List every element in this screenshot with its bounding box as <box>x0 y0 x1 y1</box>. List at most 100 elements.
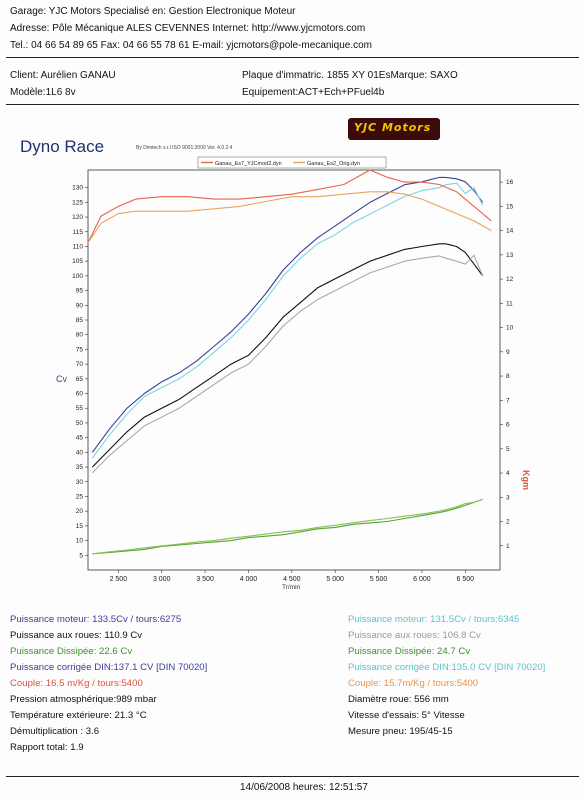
result-left-line: Puissance moteur: 133.5Cv / tours:6275 <box>10 614 182 625</box>
right-tick-label: 3 <box>506 494 510 501</box>
result-right-line: Vitesse d'essais: 5° Vitesse <box>348 710 465 721</box>
result-right-line: Puissance Dissipée: 24.7 Cv <box>348 646 471 657</box>
result-left-line: Puissance Dissipée: 22.6 Cv <box>10 646 133 657</box>
left-tick-label: 95 <box>76 288 84 295</box>
left-tick-label: 90 <box>76 302 84 309</box>
power-orig-line <box>91 182 484 459</box>
right-tick-label: 13 <box>506 252 514 259</box>
dissipated-orig-line <box>92 498 483 555</box>
model-field: Modèle:1L6 8v <box>10 87 76 98</box>
right-tick-label: 4 <box>506 470 510 477</box>
left-tick-label: 125 <box>72 199 83 206</box>
address-line: Adresse: Pôle Mécanique ALES CEVENNES In… <box>10 23 366 34</box>
power-mod-line <box>91 176 484 453</box>
right-tick-label: 8 <box>506 373 510 380</box>
x-tick-label: 4 000 <box>240 576 258 583</box>
result-left-line: Température extérieure: 21.3 °C <box>10 710 147 721</box>
left-tick-label: 80 <box>76 332 84 339</box>
legend-label-orig: Ganau_Es2_Orig.dyn <box>307 161 360 167</box>
x-tick-label: 5 000 <box>326 576 344 583</box>
left-tick-label: 20 <box>76 508 84 515</box>
left-tick-label: 70 <box>76 361 84 368</box>
left-tick-label: 120 <box>72 214 83 221</box>
x-axis-label: Tr/min <box>282 584 301 591</box>
left-tick-label: 35 <box>76 464 84 471</box>
right-tick-label: 16 <box>506 179 514 186</box>
result-left-line: Puissance corrigée DIN:137.1 CV [DIN 700… <box>10 662 208 673</box>
torque-mod-line <box>87 169 492 243</box>
right-tick-label: 9 <box>506 349 510 356</box>
dyno-title: Dyno Race <box>20 137 105 156</box>
x-tick-label: 6 000 <box>413 576 431 583</box>
left-tick-label: 50 <box>76 420 84 427</box>
logo-text: YJC Motors <box>354 121 432 134</box>
vehicle-divider <box>6 104 579 105</box>
result-right-line: Puissance corrigée DIN:135.0 CV [DIN 700… <box>348 662 546 673</box>
result-left-line: Puissance aux roues: 110.9 Cv <box>10 630 143 641</box>
x-tick-label: 2 500 <box>110 576 128 583</box>
result-right-line: Diamètre roue: 556 mm <box>348 694 449 705</box>
left-tick-label: 55 <box>76 405 84 412</box>
legend-box <box>197 156 387 169</box>
left-tick-label: 130 <box>72 185 83 192</box>
result-left-line: Rapport total: 1.9 <box>10 742 84 753</box>
left-tick-label: 5 <box>79 552 83 559</box>
right-tick-label: 11 <box>506 300 513 307</box>
x-tick-label: 6 500 <box>457 576 475 583</box>
left-tick-label: 115 <box>73 229 84 236</box>
wheel-power-mod-line <box>91 243 484 468</box>
right-tick-label: 14 <box>506 228 514 235</box>
x-axis-ticks: 2 500 3 000 3 500 4 000 4 500 5 000 5 500 6 000… <box>110 570 475 583</box>
software-version: By Dimtech s.r.l ISO 9001:2000 Ver. 4.0.… <box>136 145 233 151</box>
result-right-line: Mesure pneu: 195/45-15 <box>348 726 453 737</box>
y-axis-label-left: Cv <box>56 374 67 384</box>
left-tick-label: 100 <box>72 273 83 280</box>
left-tick-label: 75 <box>76 346 84 353</box>
plate-field: Plaque d'immatric. 1855 XY 01EsMarque: S… <box>242 70 458 81</box>
equipment-field: Equipement:ACT+Ech+PFuel4b <box>242 87 385 98</box>
left-tick-label: 105 <box>72 258 83 265</box>
client-field: Client: Aurélien GANAU <box>10 70 116 81</box>
left-tick-label: 60 <box>76 391 84 398</box>
right-tick-label: 12 <box>506 276 514 283</box>
result-left-line: Couple: 16.5 m/Kg / tours:5400 <box>10 678 143 689</box>
company-logo: YJC Motors <box>348 118 440 140</box>
left-tick-label: 45 <box>76 435 84 442</box>
result-right-line: Puissance aux roues: 106.8 Cv <box>348 630 481 641</box>
right-tick-label: 1 <box>506 543 510 550</box>
plot-frame <box>87 169 501 571</box>
left-axis-ticks: 5 10 15 20 25 30 35 40 45 50 55 60 65 70 75 80 85 90 95 100… <box>72 185 88 559</box>
left-tick-label: 15 <box>76 523 84 530</box>
left-tick-label: 30 <box>76 479 84 486</box>
x-tick-label: 5 500 <box>370 576 388 583</box>
legend-label-mod: Ganau_Es7_YJCmod2.dyn <box>215 161 282 167</box>
wheel-power-orig-line <box>91 254 484 474</box>
right-tick-label: 6 <box>506 422 510 429</box>
left-tick-label: 10 <box>76 538 84 545</box>
results-right: Puissance moteur: 131.5Cv / tours:6345 Pu… <box>348 614 545 742</box>
series-lines <box>87 169 492 555</box>
left-tick-label: 40 <box>76 449 84 456</box>
torque-orig-line <box>87 191 492 244</box>
header-divider <box>6 57 579 58</box>
right-tick-label: 7 <box>506 397 510 404</box>
contact-line: Tel.: 04 66 54 89 65 Fax: 04 66 55 78 61… <box>10 40 373 51</box>
y-axis-label-right: Kgm <box>521 470 531 490</box>
result-left-line: Pression atmosphérique:989 mbar <box>10 694 157 705</box>
left-tick-label: 65 <box>76 376 84 383</box>
result-right-line: Puissance moteur: 131.5Cv / tours:6345 <box>348 614 520 625</box>
dyno-chart: Ganau_Es7_YJCmod2.dyn Ganau_Es2_Orig.dyn… <box>56 156 531 591</box>
right-tick-label: 5 <box>506 446 510 453</box>
right-tick-label: 15 <box>506 203 514 210</box>
dissipated-mod-line <box>92 498 483 555</box>
right-tick-label: 10 <box>506 325 514 332</box>
result-left-line: Démultiplication : 3.6 <box>10 726 100 737</box>
left-tick-label: 25 <box>76 493 84 500</box>
footer-divider <box>6 776 579 777</box>
result-right-line: Couple: 15.7m/Kg / tours:5400 <box>348 678 479 689</box>
test-date: 14/06/2008 heures: 12:51:57 <box>240 782 368 793</box>
left-tick-label: 110 <box>73 243 84 250</box>
x-tick-label: 4 500 <box>283 576 301 583</box>
results-left: Puissance moteur: 133.5Cv / tours:6275 Pu… <box>10 614 207 758</box>
